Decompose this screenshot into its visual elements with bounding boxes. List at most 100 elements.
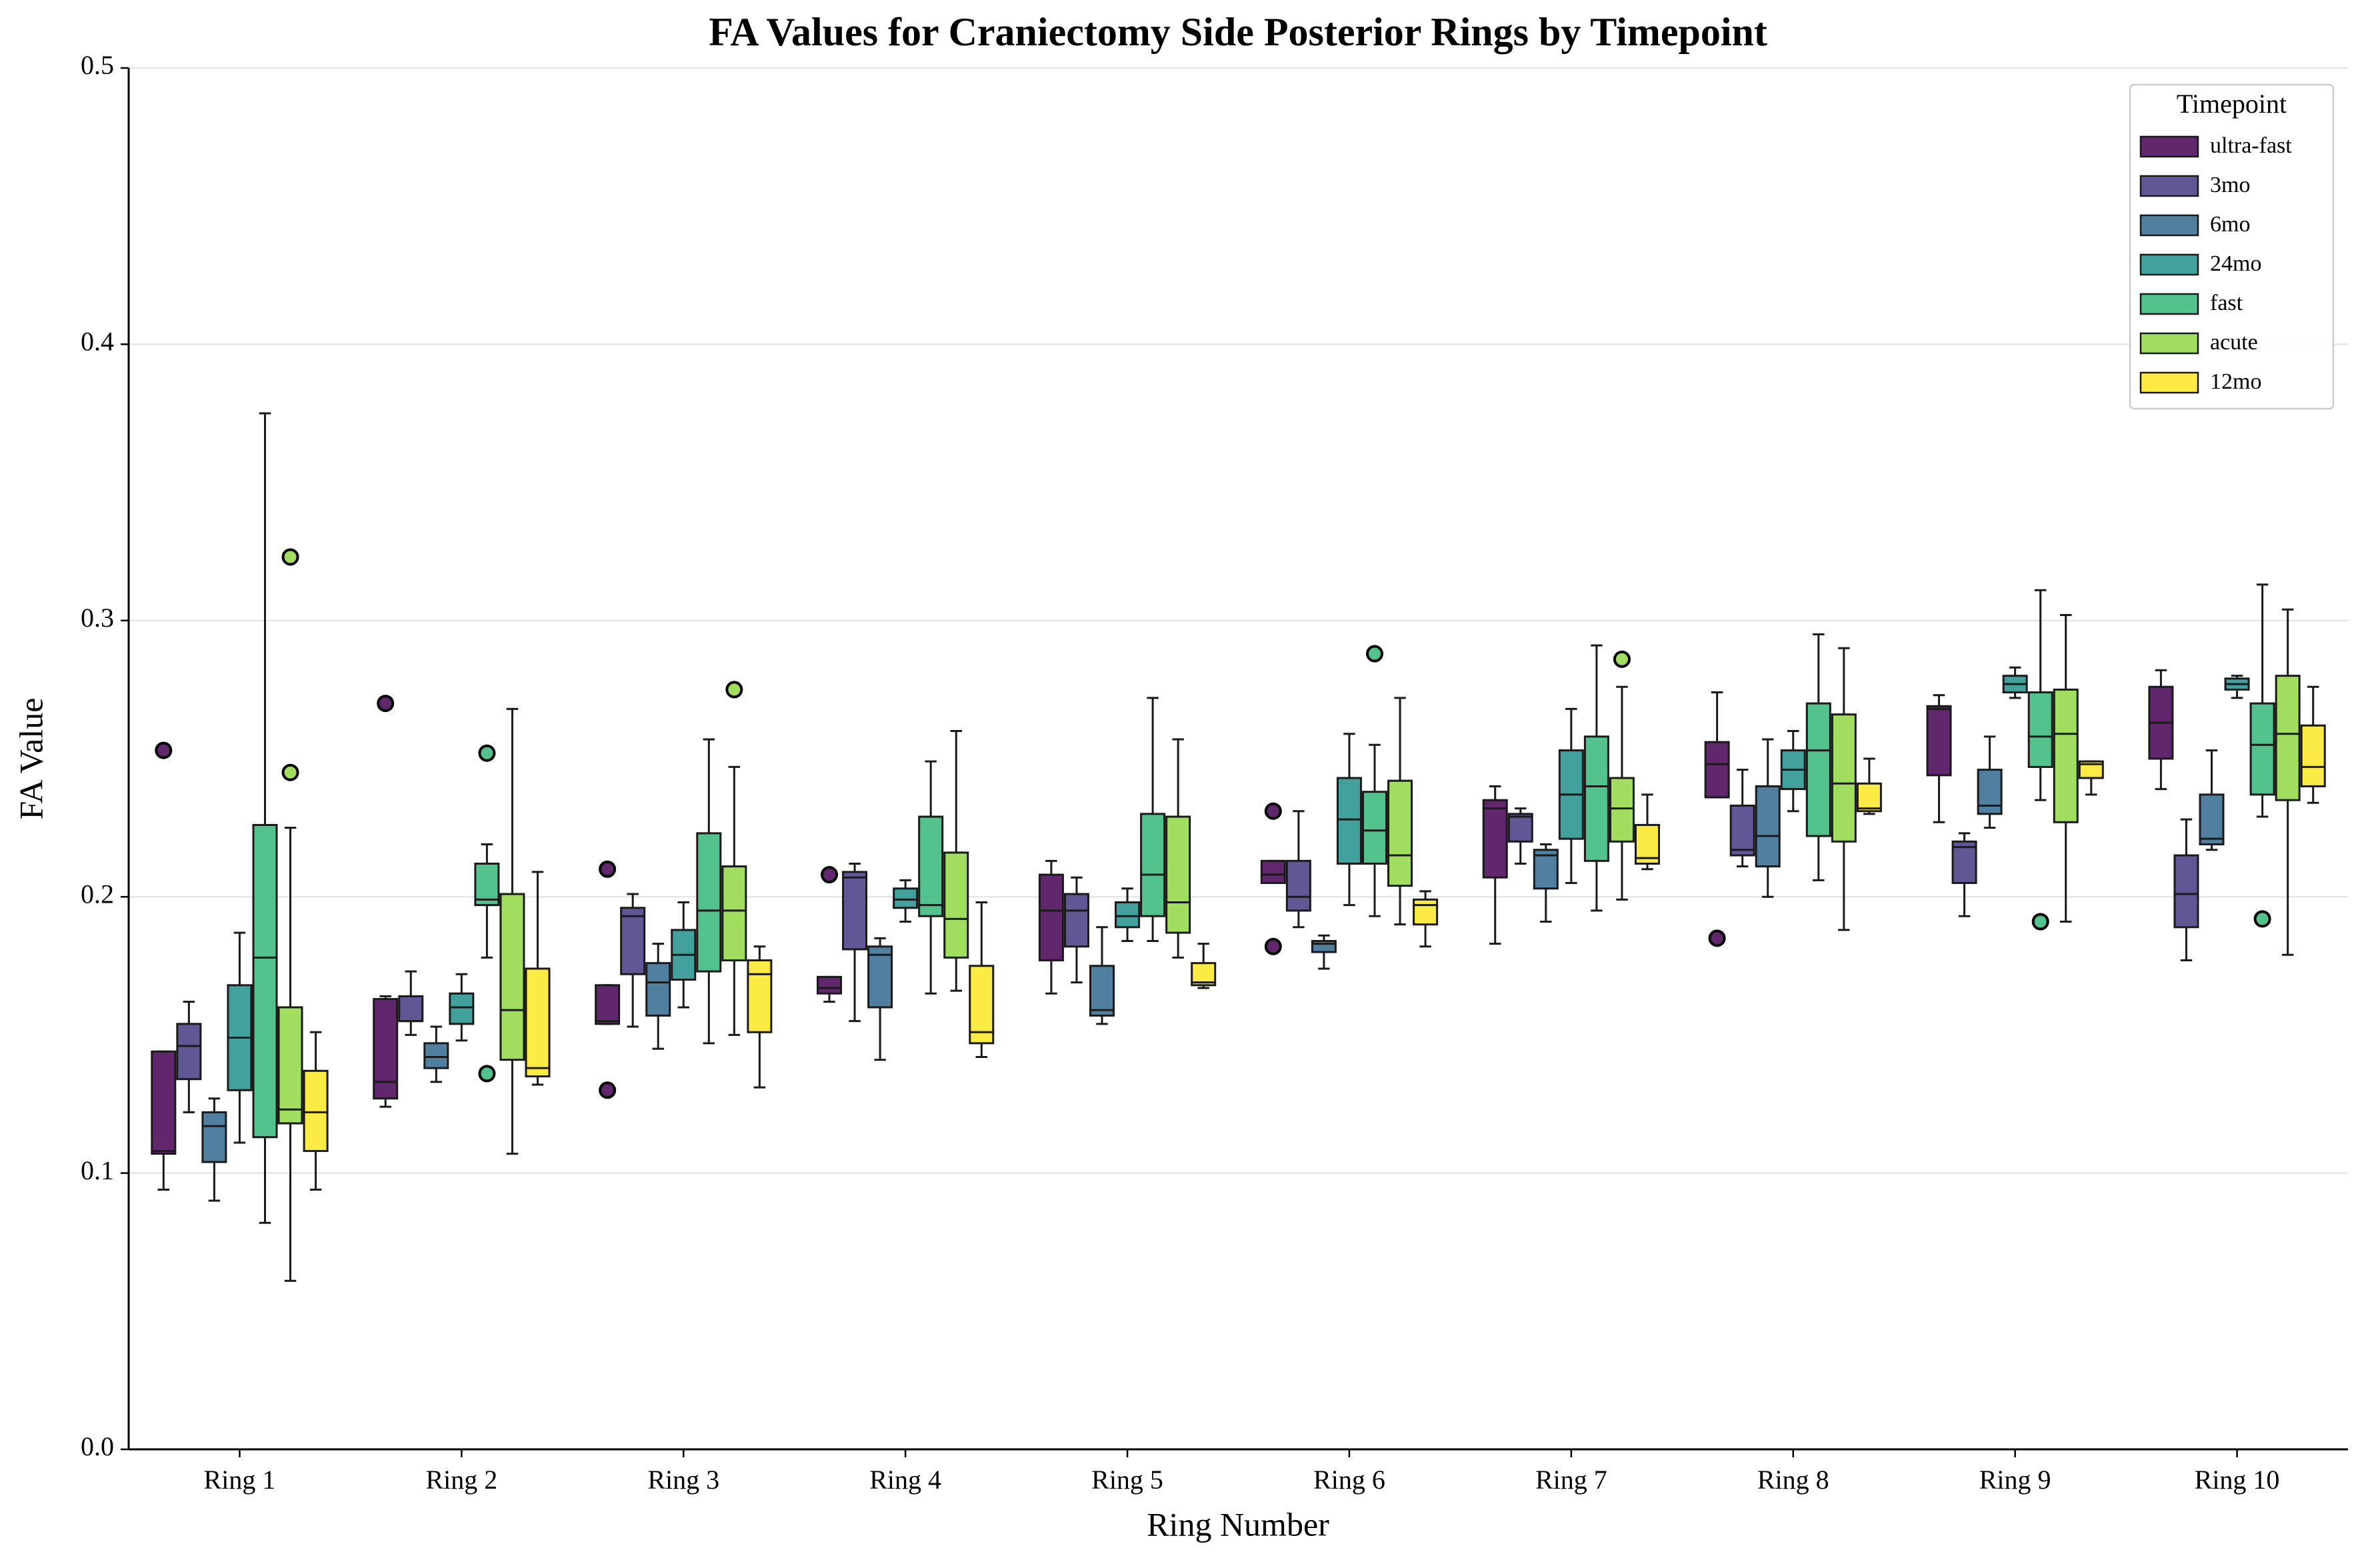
box	[499, 893, 525, 1061]
y-axis-label: FA Value	[12, 698, 49, 820]
x-tick-label: Ring 9	[1979, 1465, 2051, 1495]
legend-label: acute	[2210, 330, 2258, 355]
outlier	[155, 741, 173, 759]
outlier	[2031, 913, 2049, 931]
legend-label: 24mo	[2210, 251, 2261, 276]
legend-swatch	[2139, 332, 2199, 355]
box	[525, 967, 551, 1078]
legend-label: ultra-fast	[2210, 133, 2292, 158]
x-tick-label: Ring 2	[425, 1465, 497, 1495]
box	[1507, 813, 1533, 843]
y-tick-label: 0.3	[81, 603, 114, 633]
outlier	[2253, 910, 2271, 928]
x-tick-label: Ring 6	[1313, 1465, 1385, 1495]
box	[176, 1023, 202, 1081]
box	[277, 1006, 303, 1125]
y-tick-label: 0.1	[81, 1155, 114, 1185]
box	[969, 965, 995, 1045]
x-tick-label: Ring 5	[1091, 1465, 1163, 1495]
legend-label: 12mo	[2210, 369, 2261, 394]
box	[2199, 793, 2225, 845]
box	[2027, 691, 2053, 768]
x-tick-label: Ring 8	[1757, 1465, 1829, 1495]
x-tick-label: Ring 7	[1535, 1465, 1607, 1495]
box	[201, 1111, 227, 1163]
x-axis-label: Ring Number	[1147, 1505, 1329, 1543]
y-tick-label: 0.2	[81, 879, 114, 909]
box	[1115, 901, 1141, 929]
outlier	[377, 695, 395, 713]
legend-swatch	[2139, 135, 2199, 158]
box	[474, 862, 500, 907]
box	[1413, 898, 1439, 926]
box	[595, 984, 621, 1025]
outlier	[478, 1065, 496, 1083]
box	[620, 907, 646, 975]
y-tick-label: 0.0	[81, 1431, 114, 1461]
outlier	[725, 681, 743, 699]
box	[1926, 705, 1952, 777]
legend-box	[2129, 83, 2335, 410]
box	[721, 865, 747, 962]
box	[2173, 854, 2199, 929]
box	[1285, 859, 1311, 912]
box	[1951, 840, 1977, 884]
x-tick-label: Ring 10	[2195, 1465, 2280, 1495]
legend-label: 6mo	[2210, 212, 2250, 237]
legend-swatch	[2139, 293, 2199, 315]
box	[2249, 702, 2275, 796]
legend-label: fast	[2210, 291, 2243, 315]
legend-swatch	[2139, 371, 2199, 394]
box	[1977, 769, 2003, 815]
outlier	[478, 744, 496, 762]
box	[2053, 688, 2079, 823]
box	[645, 962, 671, 1017]
outlier	[281, 763, 299, 781]
legend-swatch	[2139, 253, 2199, 276]
box	[1311, 940, 1337, 953]
box	[1609, 777, 1635, 843]
box	[1729, 804, 1755, 857]
x-tick-label: Ring 3	[647, 1465, 719, 1495]
box	[1260, 859, 1286, 884]
box	[1856, 782, 1882, 813]
box	[151, 1050, 177, 1155]
outlier	[599, 860, 617, 878]
legend-label: 3mo	[2210, 173, 2250, 197]
box	[1361, 791, 1387, 865]
x-tick-label: Ring 1	[204, 1465, 276, 1495]
box	[1831, 713, 1857, 843]
box	[1089, 965, 1115, 1017]
box	[1038, 873, 1064, 962]
outlier	[1708, 929, 1726, 947]
box	[842, 871, 868, 951]
box	[2300, 724, 2326, 787]
outlier	[281, 548, 299, 566]
box	[918, 815, 944, 917]
box	[1387, 779, 1413, 887]
box	[1336, 777, 1362, 865]
box	[423, 1042, 449, 1069]
outlier	[1365, 645, 1383, 663]
y-tick-label: 0.4	[81, 327, 114, 357]
box	[696, 832, 722, 973]
box	[303, 1069, 329, 1152]
y-tick-label: 0.5	[81, 50, 114, 80]
box	[943, 851, 969, 959]
box	[1583, 735, 1609, 862]
box	[373, 998, 399, 1100]
box	[747, 959, 773, 1033]
box	[893, 887, 919, 909]
outlier	[599, 1081, 617, 1099]
outlier	[1264, 937, 1282, 955]
box	[2275, 675, 2301, 801]
outlier	[1613, 650, 1631, 668]
outlier	[821, 866, 839, 884]
box	[1704, 741, 1730, 799]
box	[1165, 815, 1191, 934]
box	[1805, 702, 1831, 837]
box	[1482, 799, 1508, 879]
